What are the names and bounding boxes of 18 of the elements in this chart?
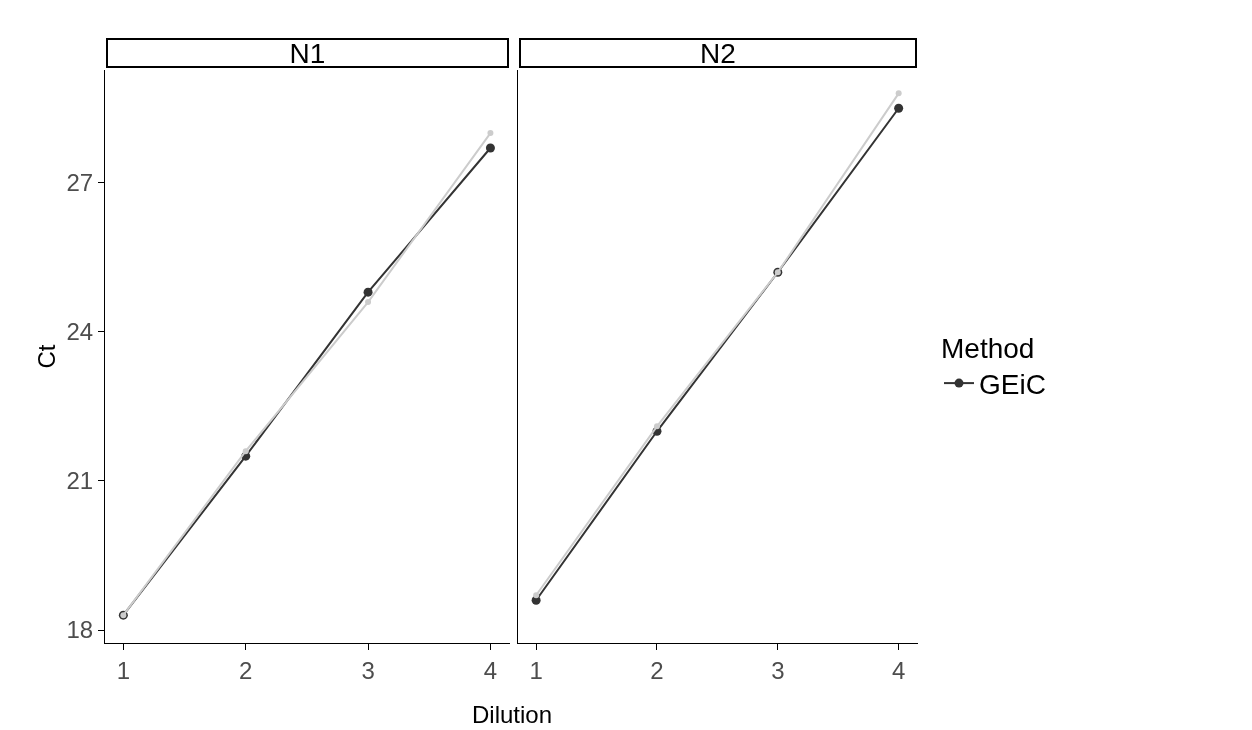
legend-title: Method [941, 333, 1035, 365]
x-tick-label: 1 [529, 656, 543, 684]
x-tick-label: 4 [891, 656, 906, 684]
y-tick-label: 27 [66, 169, 94, 197]
x-tick-label: 2 [239, 656, 253, 684]
y-tick-label: 24 [66, 318, 94, 346]
y-tick-label: 21 [66, 467, 94, 495]
x-tick-label: 3 [771, 656, 785, 684]
x-tick-label: 3 [361, 656, 375, 684]
chart-title: N2 [700, 37, 736, 69]
y-axis-title: Ct [32, 344, 60, 369]
x-tick-label: 1 [116, 656, 131, 684]
x-tick-label: 4 [483, 656, 498, 684]
x-axis-title: Dilution [472, 701, 553, 728]
y-tick-label: 18 [66, 616, 94, 644]
chart-title: N1 [289, 37, 326, 69]
x-tick-label: 2 [650, 656, 664, 684]
legend-label: GEiC [979, 369, 1046, 401]
